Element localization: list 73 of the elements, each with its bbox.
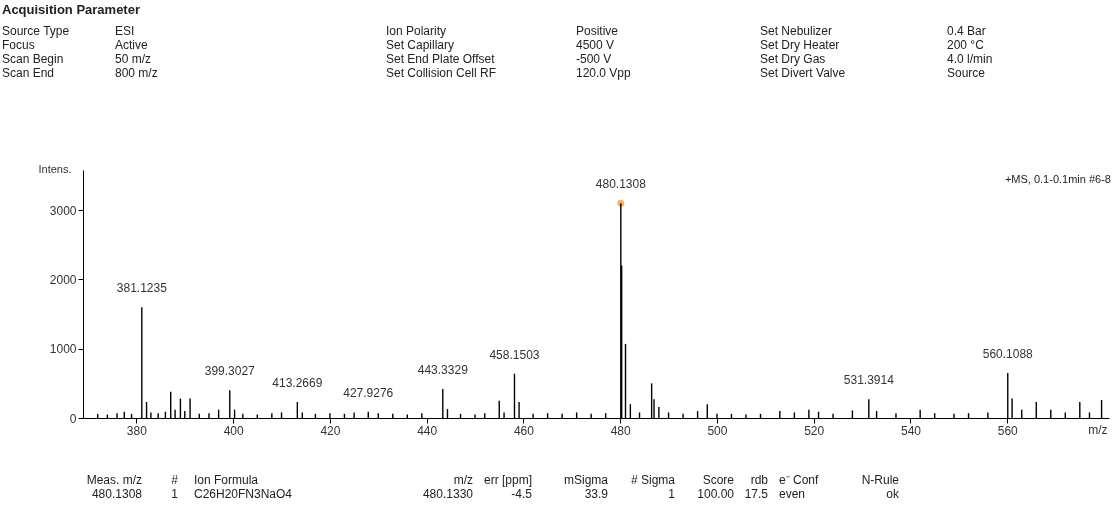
text: 33.9 xyxy=(584,487,609,501)
text: Score xyxy=(702,473,735,487)
annotation: 381.1235 xyxy=(116,281,168,296)
text: -4.5 xyxy=(511,487,533,501)
text: Set End Plate Offset xyxy=(386,52,496,66)
text: 1 xyxy=(668,487,676,501)
y-tick-label: 0 xyxy=(69,411,77,426)
annotation: 399.3027 xyxy=(204,364,256,379)
annotation: 560.1088 xyxy=(982,346,1034,361)
y-tick-label: 2000 xyxy=(49,272,77,287)
text: C26H20FN3NaO4 xyxy=(194,487,293,501)
text: Set Dry Gas xyxy=(760,52,826,66)
text: Active xyxy=(115,38,148,52)
text: 50 m/z xyxy=(115,52,152,66)
text: Set Dry Heater xyxy=(760,38,840,52)
annotation: 413.2669 xyxy=(272,376,323,391)
text: 4.0 l/min xyxy=(947,52,993,66)
annotation: 443.3329 xyxy=(417,362,469,377)
x-tick-label: 440 xyxy=(417,423,438,438)
text: 120.0 Vpp xyxy=(576,66,632,80)
text: N-Rule xyxy=(861,473,900,487)
x-tick-label: 400 xyxy=(223,423,244,438)
text: mSigma xyxy=(563,473,609,487)
text: Set Capillary xyxy=(386,38,455,52)
text: 480.1330 xyxy=(422,487,474,501)
text: 0.4 Bar xyxy=(947,24,986,38)
x-tick-label: 460 xyxy=(513,423,535,438)
text: Set Collision Cell RF xyxy=(386,66,497,80)
x-tick-label: 420 xyxy=(320,423,341,438)
text: Scan End xyxy=(2,66,55,80)
text: even xyxy=(779,487,806,501)
text: Focus xyxy=(2,38,35,52)
text: 100.00 xyxy=(697,487,735,501)
text: e⁻ Conf xyxy=(779,473,820,487)
text: 1 xyxy=(171,487,179,501)
x-axis-title: m/z xyxy=(1088,422,1108,437)
annotation: 427.9276 xyxy=(343,385,394,400)
text: Ion Formula xyxy=(194,473,259,487)
text: 800 m/z xyxy=(115,66,158,80)
text: m/z xyxy=(453,473,473,487)
chart-title: Acquisition Parameter xyxy=(2,2,140,17)
y-axis-title: Intens. xyxy=(38,162,72,175)
text: 17.5 xyxy=(744,487,769,501)
x-tick-label: 500 xyxy=(707,423,728,438)
text: -500 V xyxy=(576,52,612,66)
x-tick-label: 380 xyxy=(126,423,148,438)
x-tick-label: 520 xyxy=(804,423,825,438)
annotation: 531.3914 xyxy=(843,373,895,388)
y-tick-label: 1000 xyxy=(49,342,77,357)
text: Set Nebulizer xyxy=(760,24,833,38)
text: 200 °C xyxy=(947,38,985,52)
text: Ion Polarity xyxy=(386,24,447,38)
text: rdb xyxy=(750,473,769,487)
text: 480.1308 xyxy=(91,487,143,501)
source-note: Source Type xyxy=(2,24,70,38)
text: Meas. m/z xyxy=(86,473,142,487)
annotation: 458.1503 xyxy=(489,347,540,362)
text: err [ppm] xyxy=(483,473,532,487)
text: ESI xyxy=(115,24,135,38)
annotation: 480.1308 xyxy=(595,177,647,192)
x-tick-label: 540 xyxy=(900,423,922,438)
text: Set Divert Valve xyxy=(760,66,846,80)
text: 4500 V xyxy=(576,38,615,52)
text: # xyxy=(171,473,179,487)
y-tick-label: 3000 xyxy=(49,203,77,218)
text: ok xyxy=(886,487,900,501)
x-tick-label: 560 xyxy=(997,423,1019,438)
text: # Sigma xyxy=(630,473,676,487)
text: Positive xyxy=(576,24,619,38)
text: Scan Begin xyxy=(2,52,64,66)
annotation: +MS, 0.1-0.1min #6-8 xyxy=(1004,173,1111,185)
text: Source xyxy=(947,66,986,80)
x-tick-label: 480 xyxy=(610,423,632,438)
